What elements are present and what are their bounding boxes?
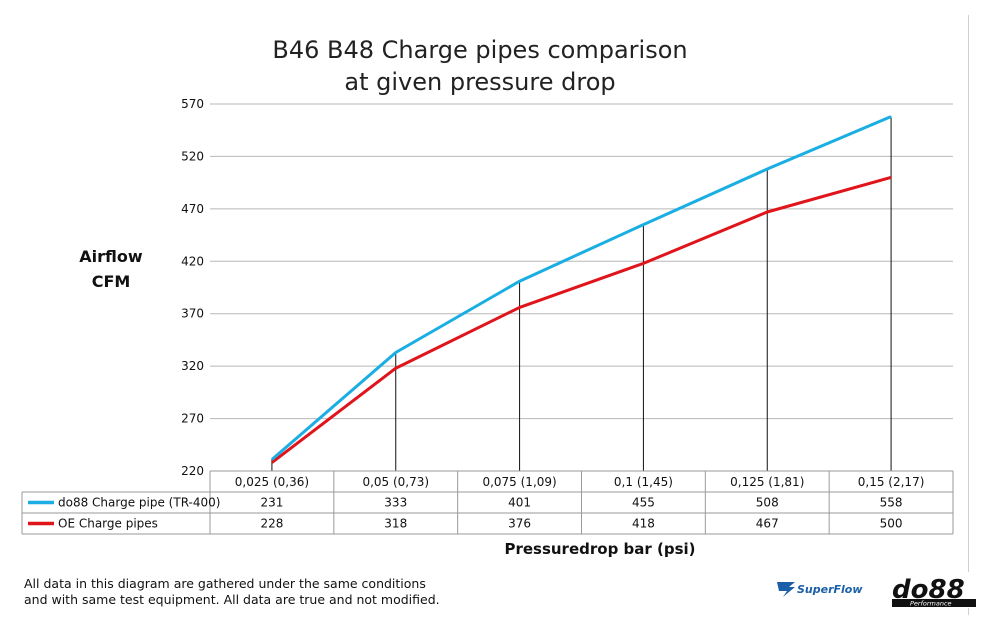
y-tick-label: 270	[181, 412, 204, 426]
y-tick-label: 220	[181, 464, 204, 478]
table-value: 228	[260, 517, 283, 531]
legend-entry: OE Charge pipes	[58, 517, 158, 531]
y-axis-label-line1: Airflow	[79, 247, 143, 266]
table-value: 455	[632, 496, 655, 510]
x-tick-label: 0,075 (1,09)	[482, 475, 556, 489]
x-tick-label: 0,125 (1,81)	[730, 475, 804, 489]
chart-subtitle: at given pressure drop	[344, 68, 616, 96]
table-value: 467	[756, 517, 779, 531]
series-line-1	[271, 175, 892, 464]
do88-logo: do88 Performance	[888, 572, 980, 608]
y-tick-label: 420	[181, 254, 204, 268]
y-tick-label: 470	[181, 202, 204, 216]
table-value: 376	[508, 517, 531, 531]
x-tick-label: 0,025 (0,36)	[235, 475, 309, 489]
table-value: 401	[508, 496, 531, 510]
y-tick-label: 320	[181, 359, 204, 373]
x-tick-label: 0,15 (2,17)	[858, 475, 925, 489]
y-tick-label: 520	[181, 149, 204, 163]
y-tick-label: 570	[181, 97, 204, 111]
y-tick-label: 370	[181, 307, 204, 321]
x-tick-label: 0,05 (0,73)	[362, 475, 429, 489]
table-value: 500	[880, 517, 903, 531]
table-value: 231	[260, 496, 283, 510]
table-value: 418	[632, 517, 655, 531]
table-value: 318	[384, 517, 407, 531]
footnote-line1: All data in this diagram are gathered un…	[24, 576, 426, 591]
table-value: 508	[756, 496, 779, 510]
table-value: 558	[880, 496, 903, 510]
svg-text:SuperFlow: SuperFlow	[797, 583, 863, 596]
superflow-logo: SuperFlow	[777, 582, 863, 597]
legend-entry: do88 Charge pipe (TR-400)	[58, 496, 220, 510]
series-line-0	[270, 115, 892, 461]
chart-title: B46 B48 Charge pipes comparison	[272, 36, 688, 64]
y-axis-label-line2: CFM	[91, 272, 131, 291]
footnote-line2: and with same test equipment. All data a…	[24, 592, 440, 607]
table-value: 333	[384, 496, 407, 510]
x-tick-label: 0,1 (1,45)	[614, 475, 673, 489]
page-edge-divider	[968, 15, 969, 615]
x-axis-label: Pressuredrop bar (psi)	[504, 540, 696, 558]
svg-text:Performance: Performance	[910, 600, 952, 608]
